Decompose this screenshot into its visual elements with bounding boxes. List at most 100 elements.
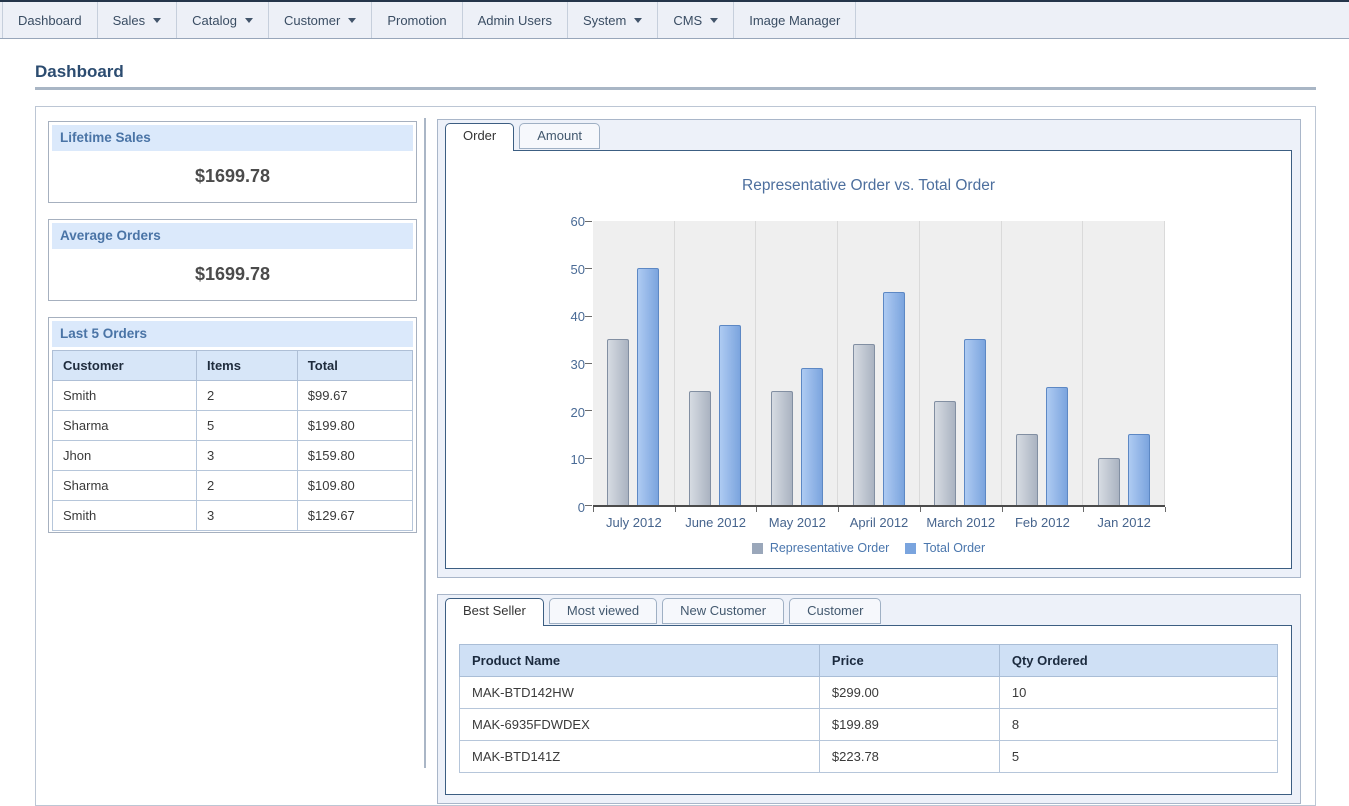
nav-item-promotion[interactable]: Promotion <box>372 2 462 38</box>
chart-bar <box>883 292 905 505</box>
x-axis-label: Feb 2012 <box>1002 515 1084 530</box>
column-header: Items <box>197 351 298 381</box>
table-header-row: Product Name Price Qty Ordered <box>460 645 1278 677</box>
tab-best-seller[interactable]: Best Seller <box>445 598 544 626</box>
average-orders-value: $1699.78 <box>52 264 413 285</box>
legend-label: Representative Order <box>770 541 890 555</box>
nav-item-image-manager[interactable]: Image Manager <box>734 2 856 38</box>
last-orders-table: Customer Items Total Smith 2 $99.67 Shar… <box>52 350 413 531</box>
cell-customer: Sharma <box>53 411 197 441</box>
y-axis-label: 60 <box>545 214 585 229</box>
cell-total: $199.80 <box>297 411 412 441</box>
chart-bar <box>1128 434 1150 505</box>
chart-bar <box>719 325 741 505</box>
chart-x-labels: July 2012June 2012May 2012April 2012Marc… <box>593 515 1165 530</box>
y-axis-label: 30 <box>545 357 585 372</box>
chart-category-column <box>1002 221 1084 505</box>
column-header: Customer <box>53 351 197 381</box>
cell-customer: Jhon <box>53 441 197 471</box>
cell-qty: 10 <box>999 677 1277 709</box>
panel-header: Average Orders <box>52 223 413 249</box>
table-row: Jhon 3 $159.80 <box>53 441 413 471</box>
cell-total: $99.67 <box>297 381 412 411</box>
nav-item-label: Catalog <box>192 13 237 28</box>
legend-label: Total Order <box>923 541 985 555</box>
chart-bar <box>1046 387 1068 505</box>
legend-swatch-icon <box>905 543 916 554</box>
x-axis-label: June 2012 <box>675 515 757 530</box>
panel-header: Lifetime Sales <box>52 125 413 151</box>
legend-swatch-icon <box>752 543 763 554</box>
table-row: MAK-BTD142HW $299.00 10 <box>460 677 1278 709</box>
chart-category-column <box>838 221 920 505</box>
legend-item: Total Order <box>905 541 985 555</box>
chart-plot <box>593 221 1165 507</box>
chart-bar <box>1098 458 1120 505</box>
chevron-down-icon <box>634 18 642 23</box>
tab-most-viewed[interactable]: Most viewed <box>549 598 657 624</box>
column-header: Product Name <box>460 645 820 677</box>
nav-item-label: Dashboard <box>18 13 82 28</box>
table-row: MAK-6935FDWDEX $199.89 8 <box>460 709 1278 741</box>
chart-bar <box>771 391 793 505</box>
y-axis-label: 10 <box>545 452 585 467</box>
cell-product-name: MAK-BTD142HW <box>460 677 820 709</box>
chart-tabs: Order Amount <box>445 123 1292 150</box>
nav-item-customer[interactable]: Customer <box>269 2 372 38</box>
cell-price: $299.00 <box>819 677 999 709</box>
y-axis-label: 50 <box>545 262 585 277</box>
column-header: Total <box>297 351 412 381</box>
chart-bar <box>801 368 823 505</box>
y-axis-label: 40 <box>545 309 585 324</box>
tab-amount[interactable]: Amount <box>519 123 600 149</box>
x-axis-tick <box>675 507 676 512</box>
x-axis-tick <box>920 507 921 512</box>
chart-category-column <box>1083 221 1165 505</box>
nav-item-catalog[interactable]: Catalog <box>177 2 269 38</box>
chart-bar <box>964 339 986 505</box>
table-row: Sharma 5 $199.80 <box>53 411 413 441</box>
lifetime-sales-value: $1699.78 <box>52 166 413 187</box>
y-axis-tick <box>585 505 592 506</box>
column-header: Qty Ordered <box>999 645 1277 677</box>
chart-x-ticks <box>593 507 1165 513</box>
nav-item-label: CMS <box>673 13 702 28</box>
chevron-down-icon <box>710 18 718 23</box>
page-title: Dashboard <box>35 62 124 82</box>
chart-bar <box>607 339 629 505</box>
cell-customer: Smith <box>53 381 197 411</box>
nav-item-label: System <box>583 13 626 28</box>
chart-category-column <box>675 221 757 505</box>
table-row: Sharma 2 $109.80 <box>53 471 413 501</box>
tab-new-customer[interactable]: New Customer <box>662 598 784 624</box>
order-chart-widget: Order Amount Representative Order vs. To… <box>437 119 1301 578</box>
tab-customer[interactable]: Customer <box>789 598 881 624</box>
x-axis-tick <box>1165 507 1166 512</box>
y-axis-tick <box>585 410 592 411</box>
cell-price: $199.89 <box>819 709 999 741</box>
cell-items: 5 <box>197 411 298 441</box>
x-axis-tick <box>756 507 757 512</box>
tab-order[interactable]: Order <box>445 123 514 151</box>
nav-item-cms[interactable]: CMS <box>658 2 734 38</box>
x-axis-label: April 2012 <box>838 515 920 530</box>
chevron-down-icon <box>153 18 161 23</box>
column-divider <box>424 118 426 768</box>
table-row: Smith 3 $129.67 <box>53 501 413 531</box>
chart-bar <box>934 401 956 505</box>
chart-bar <box>689 391 711 505</box>
x-axis-tick <box>1002 507 1003 512</box>
nav-item-sales[interactable]: Sales <box>98 2 178 38</box>
nav-item-dashboard[interactable]: Dashboard <box>2 2 98 38</box>
chart-bar <box>637 268 659 505</box>
nav-item-system[interactable]: System <box>568 2 658 38</box>
chevron-down-icon <box>348 18 356 23</box>
title-divider <box>35 87 1316 90</box>
chart-y-axis: 0102030405060 <box>545 221 585 507</box>
chart-category-column <box>756 221 838 505</box>
x-axis-label: Jan 2012 <box>1083 515 1165 530</box>
chart-bar <box>853 344 875 505</box>
y-axis-label: 20 <box>545 405 585 420</box>
nav-item-admin-users[interactable]: Admin Users <box>463 2 568 38</box>
cell-customer: Smith <box>53 501 197 531</box>
